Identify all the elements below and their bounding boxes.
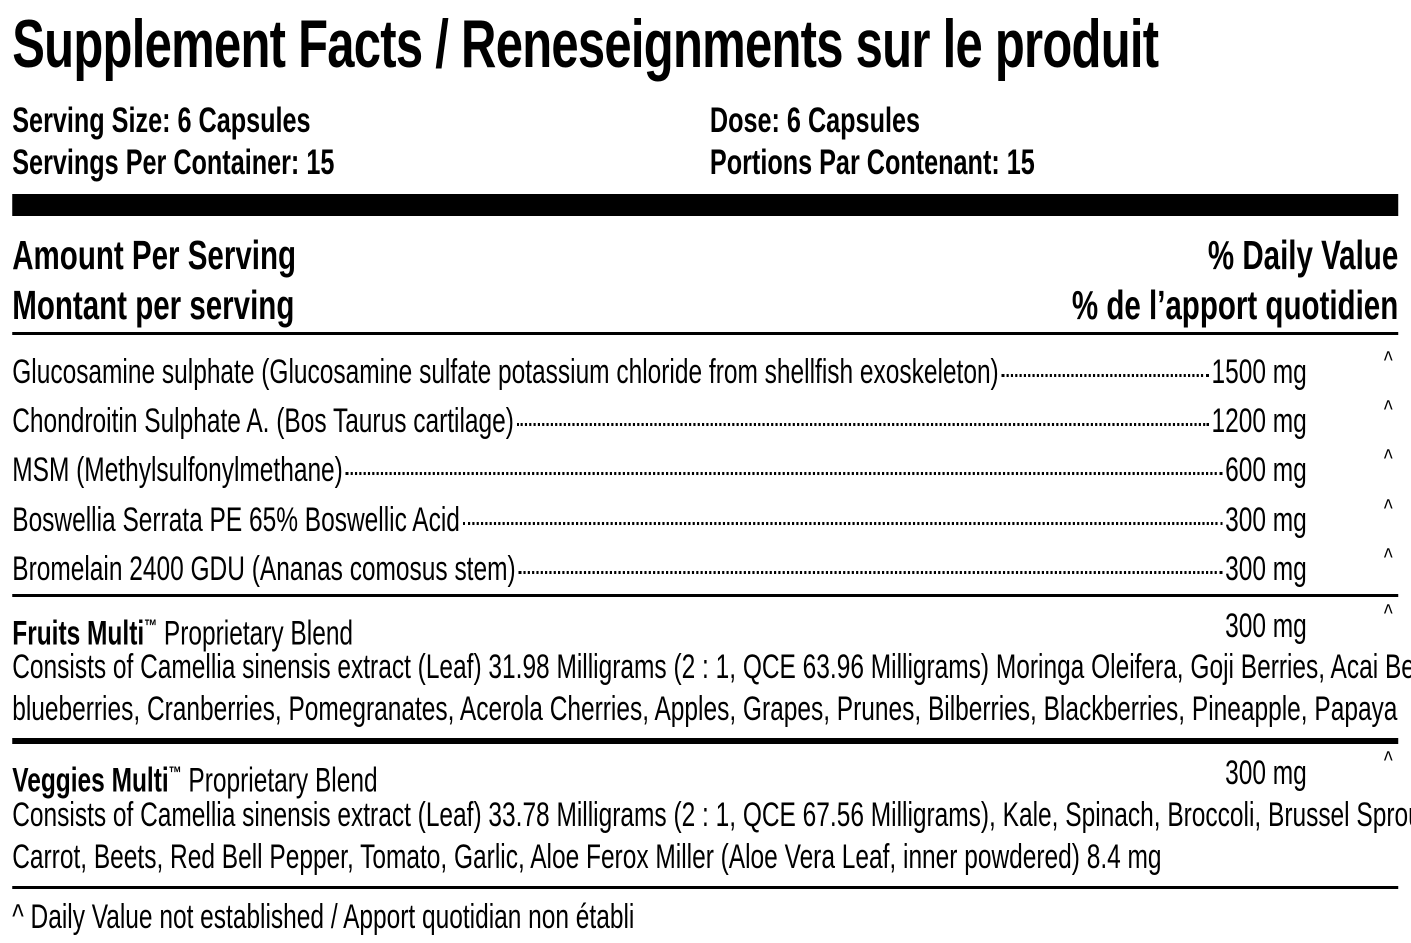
daily-value-header-en: % Daily Value <box>1207 232 1399 278</box>
ingredient-amount: 1500 mg <box>1211 353 1307 391</box>
ingredient-name: Glucosamine sulphate (Glucosamine sulfat… <box>12 353 999 391</box>
serving-size-en: Serving Size: 6 Capsules <box>12 101 311 140</box>
serving-size-fr: Dose: 6 Capsules <box>709 101 921 140</box>
dot-leader <box>516 423 1209 426</box>
daily-value-caret: ^ <box>1383 598 1393 628</box>
daily-value-caret: ^ <box>1383 443 1393 473</box>
divider <box>12 594 1399 597</box>
dot-leader <box>518 571 1223 574</box>
ingredient-row: Chondroitin Sulphate A. (Bos Taurus cart… <box>12 396 1307 446</box>
ingredient-row: Bromelain 2400 GDU (Ananas comosus stem)… <box>12 544 1307 594</box>
divider <box>12 886 1399 889</box>
blend-ingredients-line: blueberries, Cranberries, Pomegranates, … <box>12 690 1398 728</box>
trademark: ™ <box>168 763 182 783</box>
blend-title: Fruits Multi™ Proprietary Blend <box>12 604 353 655</box>
daily-value-header-fr: % de l’apport quotidien <box>1071 282 1399 328</box>
daily-value-caret: ^ <box>1383 345 1393 375</box>
blend-brand: Fruits Multi <box>12 614 145 653</box>
ingredient-row: MSM (Methylsulfonylmethane) 600 mg <box>12 445 1307 495</box>
ingredient-name: Chondroitin Sulphate A. (Bos Taurus cart… <box>12 402 514 440</box>
footnote: ^ Daily Value not established / Apport q… <box>12 898 635 936</box>
blend-ingredients-line: Consists of Camellia sinensis extract (L… <box>12 648 1411 686</box>
amount-per-serving-fr: Montant per serving <box>12 282 295 328</box>
thick-divider <box>12 194 1399 216</box>
ingredient-amount: 300 mg <box>1225 550 1307 588</box>
blend-title: Veggies Multi™ Proprietary Blend <box>12 751 377 802</box>
dot-leader <box>345 472 1223 475</box>
trademark: ™ <box>144 616 158 636</box>
divider <box>12 738 1399 744</box>
blend-suffix: Proprietary Blend <box>181 761 378 800</box>
dot-leader <box>1001 374 1209 377</box>
servings-per-container-en: Servings Per Container: 15 <box>12 143 335 182</box>
ingredient-row: Boswellia Serrata PE 65% Boswellic Acid 3… <box>12 495 1307 545</box>
daily-value-caret: ^ <box>1383 542 1393 572</box>
ingredient-name: Boswellia Serrata PE 65% Boswellic Acid <box>12 501 460 539</box>
divider <box>12 332 1399 335</box>
blend-brand: Veggies Multi <box>12 761 169 800</box>
blend-suffix: Proprietary Blend <box>157 614 354 653</box>
blend-ingredients-line: Carrot, Beets, Red Bell Pepper, Tomato, … <box>12 838 1162 876</box>
servings-per-container-fr: Portions Par Contenant: 15 <box>709 143 1035 182</box>
ingredient-amount: 600 mg <box>1225 451 1307 489</box>
ingredient-name: MSM (Methylsulfonylmethane) <box>12 451 343 489</box>
ingredient-name: Bromelain 2400 GDU (Ananas comosus stem) <box>12 550 516 588</box>
ingredient-amount: 300 mg <box>1225 501 1307 539</box>
daily-value-caret: ^ <box>1383 745 1393 775</box>
ingredient-amount: 1200 mg <box>1211 402 1307 440</box>
blend-amount: 300 mg <box>1225 754 1307 792</box>
amount-per-serving-en: Amount Per Serving <box>12 232 297 278</box>
daily-value-caret: ^ <box>1383 394 1393 424</box>
blend-ingredients-line: Consists of Camellia sinensis extract (L… <box>12 796 1411 834</box>
dot-leader <box>462 522 1223 525</box>
blend-amount: 300 mg <box>1225 607 1307 645</box>
ingredient-row: Glucosamine sulphate (Glucosamine sulfat… <box>12 347 1307 397</box>
panel-title: Supplement Facts / Reneseignments sur le… <box>12 6 1159 82</box>
daily-value-caret: ^ <box>1383 493 1393 523</box>
